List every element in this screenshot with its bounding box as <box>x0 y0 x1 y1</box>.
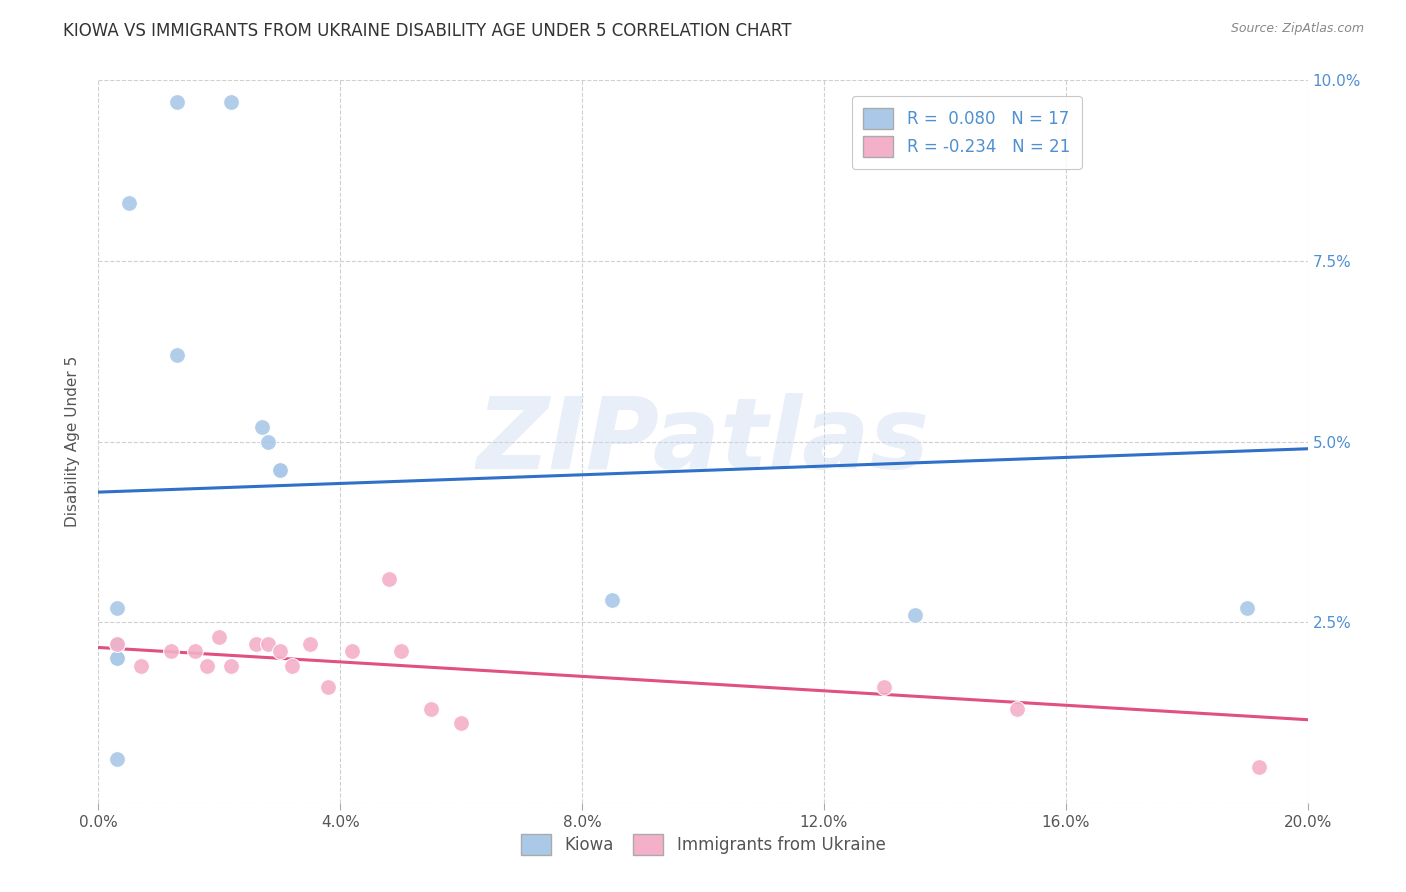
Point <box>184 644 207 658</box>
Point <box>105 651 128 665</box>
Point <box>250 420 273 434</box>
Point <box>1236 600 1258 615</box>
Point <box>316 680 339 694</box>
Point <box>166 95 188 109</box>
Legend: Kiowa, Immigrants from Ukraine: Kiowa, Immigrants from Ukraine <box>509 822 897 867</box>
Point <box>281 658 304 673</box>
Point <box>389 644 412 658</box>
Point <box>299 637 322 651</box>
Point <box>160 644 183 658</box>
Point <box>208 630 231 644</box>
Point <box>1249 760 1271 774</box>
Text: ZIPatlas: ZIPatlas <box>477 393 929 490</box>
Point <box>166 348 188 362</box>
Point <box>221 658 243 673</box>
Point <box>105 637 128 651</box>
Point <box>105 637 128 651</box>
Point <box>105 651 128 665</box>
Text: KIOWA VS IMMIGRANTS FROM UKRAINE DISABILITY AGE UNDER 5 CORRELATION CHART: KIOWA VS IMMIGRANTS FROM UKRAINE DISABIL… <box>63 22 792 40</box>
Point <box>256 434 278 449</box>
Point <box>195 658 218 673</box>
Point <box>450 716 472 731</box>
Point <box>256 637 278 651</box>
Point <box>602 593 624 607</box>
Point <box>1007 702 1029 716</box>
Point <box>269 644 291 658</box>
Point <box>105 752 128 766</box>
Point <box>105 600 128 615</box>
Point <box>105 651 128 665</box>
Point <box>118 196 141 211</box>
Point <box>269 463 291 477</box>
Point <box>904 607 927 622</box>
Point <box>420 702 443 716</box>
Point <box>129 658 152 673</box>
Point <box>245 637 267 651</box>
Point <box>873 680 896 694</box>
Point <box>377 572 399 586</box>
Y-axis label: Disability Age Under 5: Disability Age Under 5 <box>65 356 80 527</box>
Point <box>221 95 243 109</box>
Text: Source: ZipAtlas.com: Source: ZipAtlas.com <box>1230 22 1364 36</box>
Point <box>269 463 291 477</box>
Point <box>342 644 364 658</box>
